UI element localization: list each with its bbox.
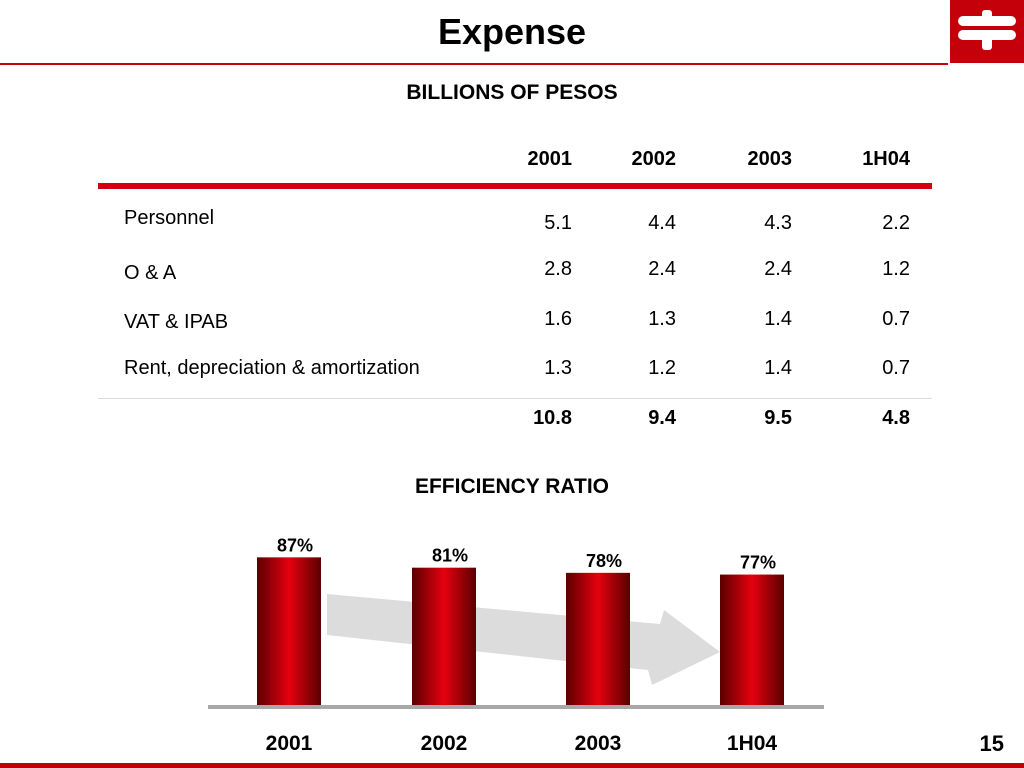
page-title: Expense (437, 11, 587, 52)
table-row: O & A 2.8 2.4 2.4 1.2 (98, 258, 932, 288)
table-cell: 0.7 (882, 357, 910, 379)
table-cell: 1.2 (648, 357, 676, 379)
table-cell: 1.4 (764, 357, 792, 379)
table-cell: 2.4 (648, 258, 676, 280)
table-cell: 2.8 (544, 258, 572, 280)
column-header: 2001 (527, 148, 573, 170)
table-header: 2001 2002 2003 1H04 (98, 144, 932, 174)
row-label: Personnel (124, 207, 215, 229)
total-cell: 9.5 (764, 407, 792, 429)
bar-value-label: 77% (740, 553, 776, 573)
table-cell: 2.4 (764, 258, 792, 280)
bar-value-label: 81% (432, 546, 468, 566)
bar (566, 572, 630, 707)
column-header: 2003 (747, 148, 793, 170)
bar (412, 567, 476, 707)
footer-rule (0, 763, 1024, 768)
table-cell: 1.4 (764, 308, 792, 330)
table-cell: 4.4 (648, 212, 676, 234)
bar (257, 557, 321, 707)
table-cell: 1.3 (544, 357, 572, 379)
total-cell: 4.8 (882, 407, 910, 429)
total-cell: 10.8 (533, 407, 572, 429)
category-label: 2003 (575, 732, 622, 755)
table-subtitle: BILLIONS OF PESOS (406, 81, 618, 104)
table-cell: 1.2 (882, 258, 910, 280)
bar (720, 574, 784, 707)
total-cell: 9.4 (648, 407, 676, 429)
table-cell: 1.3 (648, 308, 676, 330)
table-total-row: 10.8 9.4 9.5 4.8 (98, 403, 932, 433)
column-header: 1H04 (862, 148, 910, 170)
table-row: Personnel 5.1 4.4 4.3 2.2 (98, 205, 932, 235)
category-label: 2001 (266, 732, 313, 755)
table-cell: 2.2 (882, 212, 910, 234)
row-label: O & A (124, 262, 177, 284)
chart-title: EFFICIENCY RATIO (414, 475, 610, 498)
category-label: 1H04 (727, 732, 778, 755)
header-rule (0, 63, 948, 65)
total-rule (98, 398, 932, 399)
efficiency-ratio-chart: 87% 81% 78% 77% 2001 2002 2003 1H04 (208, 535, 824, 755)
page-number: 15 (979, 731, 1004, 756)
table-cell: 5.1 (544, 212, 572, 234)
table-row: Rent, depreciation & amortization 1.3 1.… (98, 353, 932, 383)
table-header-rule (98, 183, 932, 189)
bar-value-label: 78% (586, 551, 622, 571)
bar-value-label: 87% (277, 535, 313, 555)
row-label: Rent, depreciation & amortization (124, 357, 420, 379)
bank-logo-icon (950, 0, 1024, 63)
category-label: 2002 (421, 732, 468, 755)
table-cell: 0.7 (882, 308, 910, 330)
table-cell: 4.3 (764, 212, 792, 234)
table-row: VAT & IPAB 1.6 1.3 1.4 0.7 (98, 307, 932, 337)
row-label: VAT & IPAB (124, 311, 229, 333)
table-cell: 1.6 (544, 308, 572, 330)
column-header: 2002 (631, 148, 677, 170)
trend-arrow (327, 594, 720, 685)
